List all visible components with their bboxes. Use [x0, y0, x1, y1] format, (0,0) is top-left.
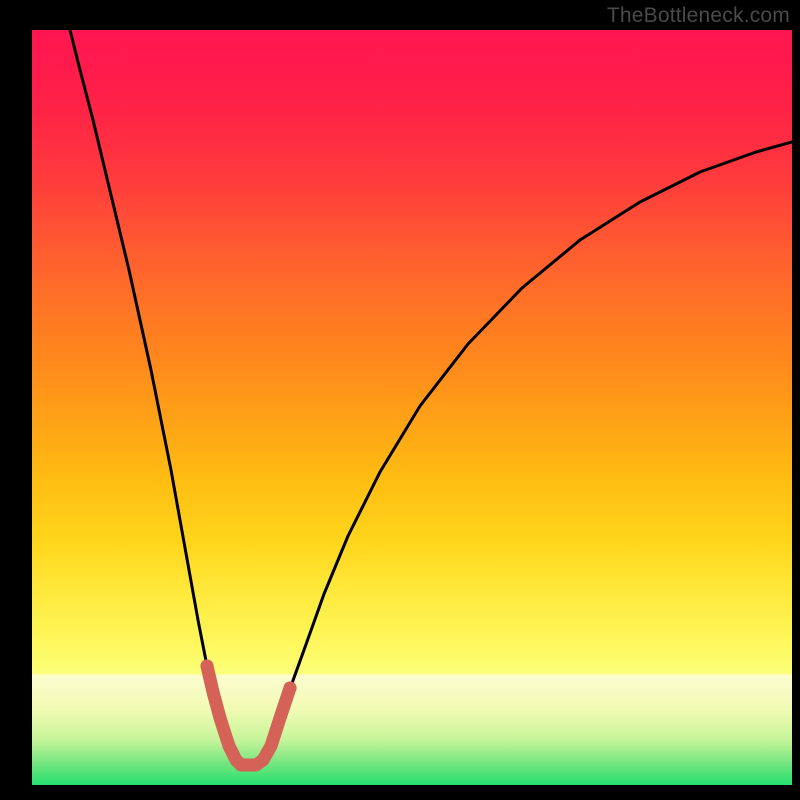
chart-frame: TheBottleneck.com	[0, 0, 800, 800]
range-endpoint	[201, 660, 214, 673]
optimal-range-marker	[207, 666, 290, 765]
bottleneck-curve	[70, 30, 792, 764]
watermark-text: TheBottleneck.com	[607, 4, 790, 28]
range-endpoint	[284, 682, 297, 695]
chart-plot-area	[32, 30, 792, 785]
chart-svg	[32, 30, 792, 785]
